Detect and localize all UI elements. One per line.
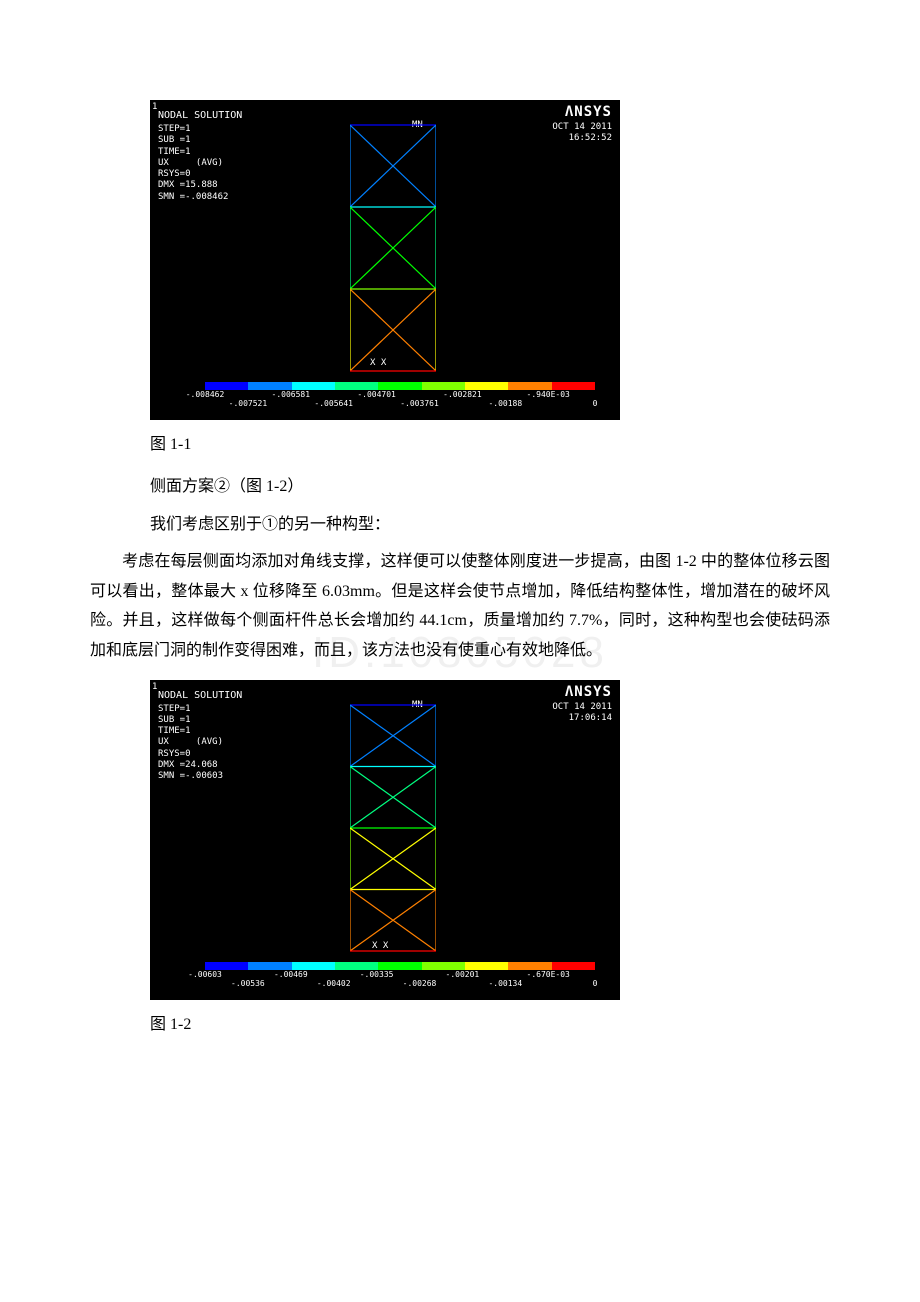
legend-swatch — [422, 382, 465, 390]
text-line-1: 侧面方案②（图 1-2） — [150, 472, 830, 502]
legend-tick: -.008462 — [186, 390, 225, 400]
legend-bar — [205, 382, 595, 390]
legend-tick: -.00335 — [360, 970, 394, 980]
structure-svg-1 — [350, 124, 436, 372]
ansys-logo: ΛNSYS — [565, 104, 612, 122]
legend-tick: -.670E-03 — [527, 970, 570, 980]
ansys-plot-1: 1 NODAL SOLUTION STEP=1 SUB =1 TIME=1 UX… — [150, 100, 620, 420]
legend-swatch — [508, 382, 551, 390]
legend-swatch — [248, 382, 291, 390]
legend-tick: -.002821 — [443, 390, 482, 400]
color-legend-2: -.00603 -.00469 -.00335 -.00201 -.670E-0… — [205, 962, 595, 990]
legend-tick: -.00603 — [188, 970, 222, 980]
color-legend-1: -.008462 -.006581 -.004701 -.002821 -.94… — [205, 382, 595, 410]
plot-corner-number: 1 — [152, 682, 157, 693]
figure-1-2: 1 NODAL SOLUTION STEP=1 SUB =1 TIME=1 UX… — [150, 680, 830, 1000]
text-line-2: 我们考虑区别于①的另一种构型： — [150, 510, 830, 540]
figure-1-1: 1 NODAL SOLUTION STEP=1 SUB =1 TIME=1 UX… — [150, 100, 830, 420]
paragraph-1: 考虑在每层侧面均添加对角线支撑，这样便可以使整体刚度进一步提高，由图 1-2 中… — [90, 547, 830, 665]
legend-swatch — [465, 962, 508, 970]
legend-tick: 0 — [593, 979, 598, 989]
legend-tick: -.00188 — [488, 399, 522, 409]
plot-datetime: OCT 14 2011 17:06:14 — [552, 702, 612, 725]
legend-tick: -.007521 — [229, 399, 268, 409]
plot-title: NODAL SOLUTION — [158, 110, 242, 123]
legend-labels: -.00603 -.00469 -.00335 -.00201 -.670E-0… — [205, 970, 595, 990]
structure-svg-2 — [350, 704, 436, 952]
ansys-logo: ΛNSYS — [565, 684, 612, 702]
legend-labels: -.008462 -.006581 -.004701 -.002821 -.94… — [205, 390, 595, 410]
legend-swatch — [508, 962, 551, 970]
plot-params: STEP=1 SUB =1 TIME=1 UX (AVG) RSYS=0 DMX… — [158, 704, 223, 783]
legend-swatch — [205, 382, 248, 390]
legend-tick: -.004701 — [357, 390, 396, 400]
document-page: ID:10805028 1 NODAL SOLUTION STEP=1 SUB … — [0, 0, 920, 1302]
legend-swatch — [205, 962, 248, 970]
figure-1-2-caption: 图 1-2 — [150, 1010, 830, 1034]
legend-tick: -.940E-03 — [527, 390, 570, 400]
legend-swatch — [465, 382, 508, 390]
legend-tick: -.006581 — [272, 390, 311, 400]
plot-datetime: OCT 14 2011 16:52:52 — [552, 122, 612, 145]
plot-title: NODAL SOLUTION — [158, 690, 242, 703]
legend-swatch — [552, 382, 595, 390]
legend-tick: -.00201 — [446, 970, 480, 980]
paragraph-1-text: 考虑在每层侧面均添加对角线支撑，这样便可以使整体刚度进一步提高，由图 1-2 中… — [90, 553, 830, 659]
legend-tick: -.00134 — [488, 979, 522, 989]
legend-tick: -.00402 — [317, 979, 351, 989]
legend-bar — [205, 962, 595, 970]
legend-tick: 0 — [593, 399, 598, 409]
plot-params: STEP=1 SUB =1 TIME=1 UX (AVG) RSYS=0 DMX… — [158, 124, 228, 203]
legend-swatch — [335, 962, 378, 970]
figure-1-1-caption: 图 1-1 — [150, 430, 830, 454]
legend-swatch — [292, 962, 335, 970]
legend-swatch — [335, 382, 378, 390]
legend-tick: -.00469 — [274, 970, 308, 980]
plot-corner-number: 1 — [152, 102, 157, 113]
legend-swatch — [378, 382, 421, 390]
legend-tick: -.005641 — [314, 399, 353, 409]
legend-swatch — [422, 962, 465, 970]
legend-swatch — [292, 382, 335, 390]
ansys-plot-2: 1 NODAL SOLUTION STEP=1 SUB =1 TIME=1 UX… — [150, 680, 620, 1000]
legend-swatch — [552, 962, 595, 970]
legend-swatch — [378, 962, 421, 970]
legend-tick: -.00536 — [231, 979, 265, 989]
legend-tick: -.003761 — [400, 399, 439, 409]
legend-tick: -.00268 — [403, 979, 437, 989]
legend-swatch — [248, 962, 291, 970]
